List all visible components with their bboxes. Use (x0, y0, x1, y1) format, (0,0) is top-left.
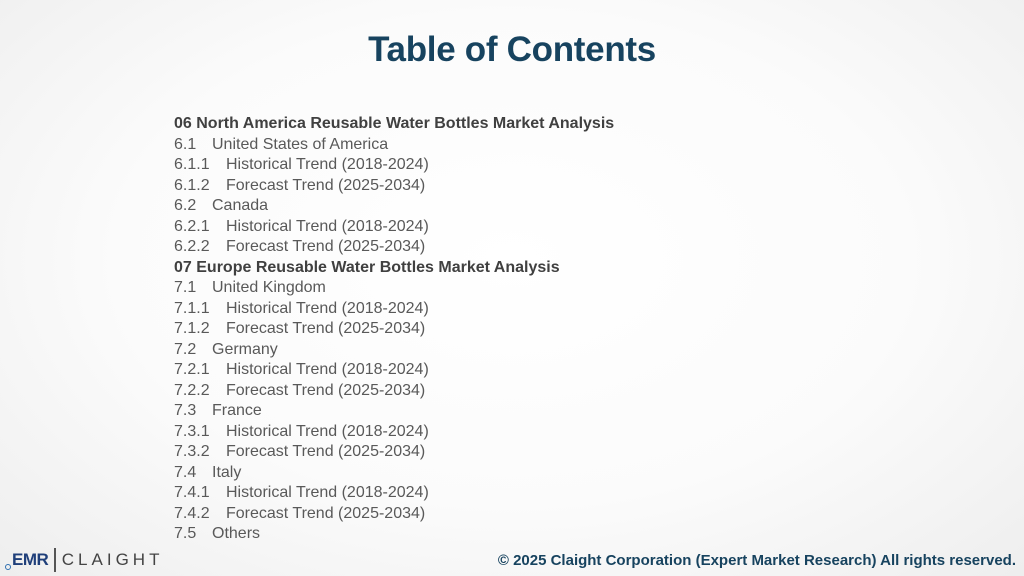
toc-entry-text: Historical Trend (2018-2024) (226, 361, 429, 378)
toc-entry-number: 7.3.1 (174, 422, 210, 440)
toc-entry: 7.3.1 Historical Trend (2018-2024) (174, 422, 614, 443)
toc-entry: 6.2 Canada (174, 196, 614, 217)
toc-entry-number: 7.2.1 (174, 361, 210, 378)
company-logo: EMR CLAIGHT (5, 547, 163, 573)
toc-entry: 6.2.2 Forecast Trend (2025-2034) (174, 237, 614, 258)
toc-entry-text: Historical Trend (2018-2024) (226, 156, 429, 173)
toc-entry-number: 6.1.1 (174, 156, 210, 173)
logo-emr-text: EMR (12, 550, 49, 569)
toc-section-heading: 06 North America Reusable Water Bottles … (174, 114, 614, 135)
toc-entry-number: 6.2.1 (174, 217, 210, 235)
toc-entry-number: 7.2 (174, 340, 197, 358)
toc-entry-number: 7.1.2 (174, 320, 210, 337)
toc-entry: 7.5 Others (174, 524, 614, 545)
toc-entry-text: Others (212, 525, 261, 542)
toc-entry: 7.2.2 Forecast Trend (2025-2034) (174, 381, 614, 402)
toc-entry-number: 7.3 (174, 402, 197, 419)
copyright-footer: © 2025 Claight Corporation (Expert Marke… (497, 552, 1016, 569)
toc-entry-number: 07 (174, 258, 192, 276)
toc-entry-number: 7.4.1 (174, 484, 210, 501)
toc-entry-text: Forecast Trend (2025-2034) (226, 443, 426, 460)
toc-entry-text: United States of America (212, 135, 389, 153)
toc-entry: 7.3 France (174, 401, 614, 422)
toc-entry-text: North America Reusable Water Bottles Mar… (196, 115, 615, 132)
toc-entry-number: 7.3.2 (174, 443, 210, 460)
toc-entry-number: 6.1.2 (174, 176, 210, 194)
toc-entry: 7.4.2 Forecast Trend (2025-2034) (174, 504, 614, 525)
toc-entry-number: 7.1 (174, 279, 197, 296)
toc-entry-text: Forecast Trend (2025-2034) (226, 238, 426, 255)
toc-entry-number: 7.4.2 (174, 504, 210, 522)
toc-entry: 6.1.2 Forecast Trend (2025-2034) (174, 176, 614, 197)
toc-entry: 7.1 United Kingdom (174, 278, 614, 299)
toc-entry: 6.1.1 Historical Trend (2018-2024) (174, 155, 614, 176)
toc-entry-text: Historical Trend (2018-2024) (226, 299, 429, 317)
toc-entry-text: Forecast Trend (2025-2034) (226, 176, 426, 194)
toc-entry-number: 6.1 (174, 135, 197, 153)
toc-entry-text: Forecast Trend (2025-2034) (226, 320, 426, 337)
toc-entry: 6.1 United States of America (174, 135, 614, 156)
toc-entry-text: Italy (212, 463, 242, 481)
toc-entry-text: Canada (212, 197, 269, 214)
toc-entry-text: Historical Trend (2018-2024) (226, 484, 429, 501)
toc-entry-text: Europe Reusable Water Bottles Market Ana… (196, 258, 560, 276)
page-title: Table of Contents (368, 30, 656, 69)
logo-divider (54, 548, 56, 572)
toc-entry-number: 06 (174, 115, 192, 132)
toc-list: 06 North America Reusable Water Bottles … (174, 114, 614, 545)
toc-entry-number: 7.1.1 (174, 299, 210, 317)
toc-entry-text: Forecast Trend (2025-2034) (226, 381, 426, 399)
toc-entry: 7.4 Italy (174, 463, 614, 484)
toc-entry-number: 6.2.2 (174, 238, 210, 255)
toc-entry: 7.4.1 Historical Trend (2018-2024) (174, 483, 614, 504)
toc-entry-text: Forecast Trend (2025-2034) (226, 504, 426, 522)
logo-claight-text: CLAIGHT (61, 550, 164, 569)
toc-entry-text: Historical Trend (2018-2024) (226, 217, 429, 235)
toc-entry-text: Germany (212, 340, 278, 358)
toc-entry-text: France (212, 402, 262, 419)
toc-section-heading: 07 Europe Reusable Water Bottles Market … (174, 258, 614, 279)
toc-entry: 7.2 Germany (174, 340, 614, 361)
toc-entry: 7.2.1 Historical Trend (2018-2024) (174, 360, 614, 381)
toc-entry-number: 7.4 (174, 463, 197, 481)
toc-entry: 6.2.1 Historical Trend (2018-2024) (174, 217, 614, 238)
logo-dot-icon (5, 564, 11, 570)
toc-entry-text: United Kingdom (212, 279, 326, 296)
toc-entry-number: 7.5 (174, 525, 197, 542)
toc-entry: 7.1.1 Historical Trend (2018-2024) (174, 299, 614, 320)
toc-entry: 7.1.2 Forecast Trend (2025-2034) (174, 319, 614, 340)
toc-entry-text: Historical Trend (2018-2024) (226, 422, 429, 440)
toc-entry-number: 7.2.2 (174, 381, 210, 399)
toc-entry-number: 6.2 (174, 197, 197, 214)
toc-entry: 7.3.2 Forecast Trend (2025-2034) (174, 442, 614, 463)
